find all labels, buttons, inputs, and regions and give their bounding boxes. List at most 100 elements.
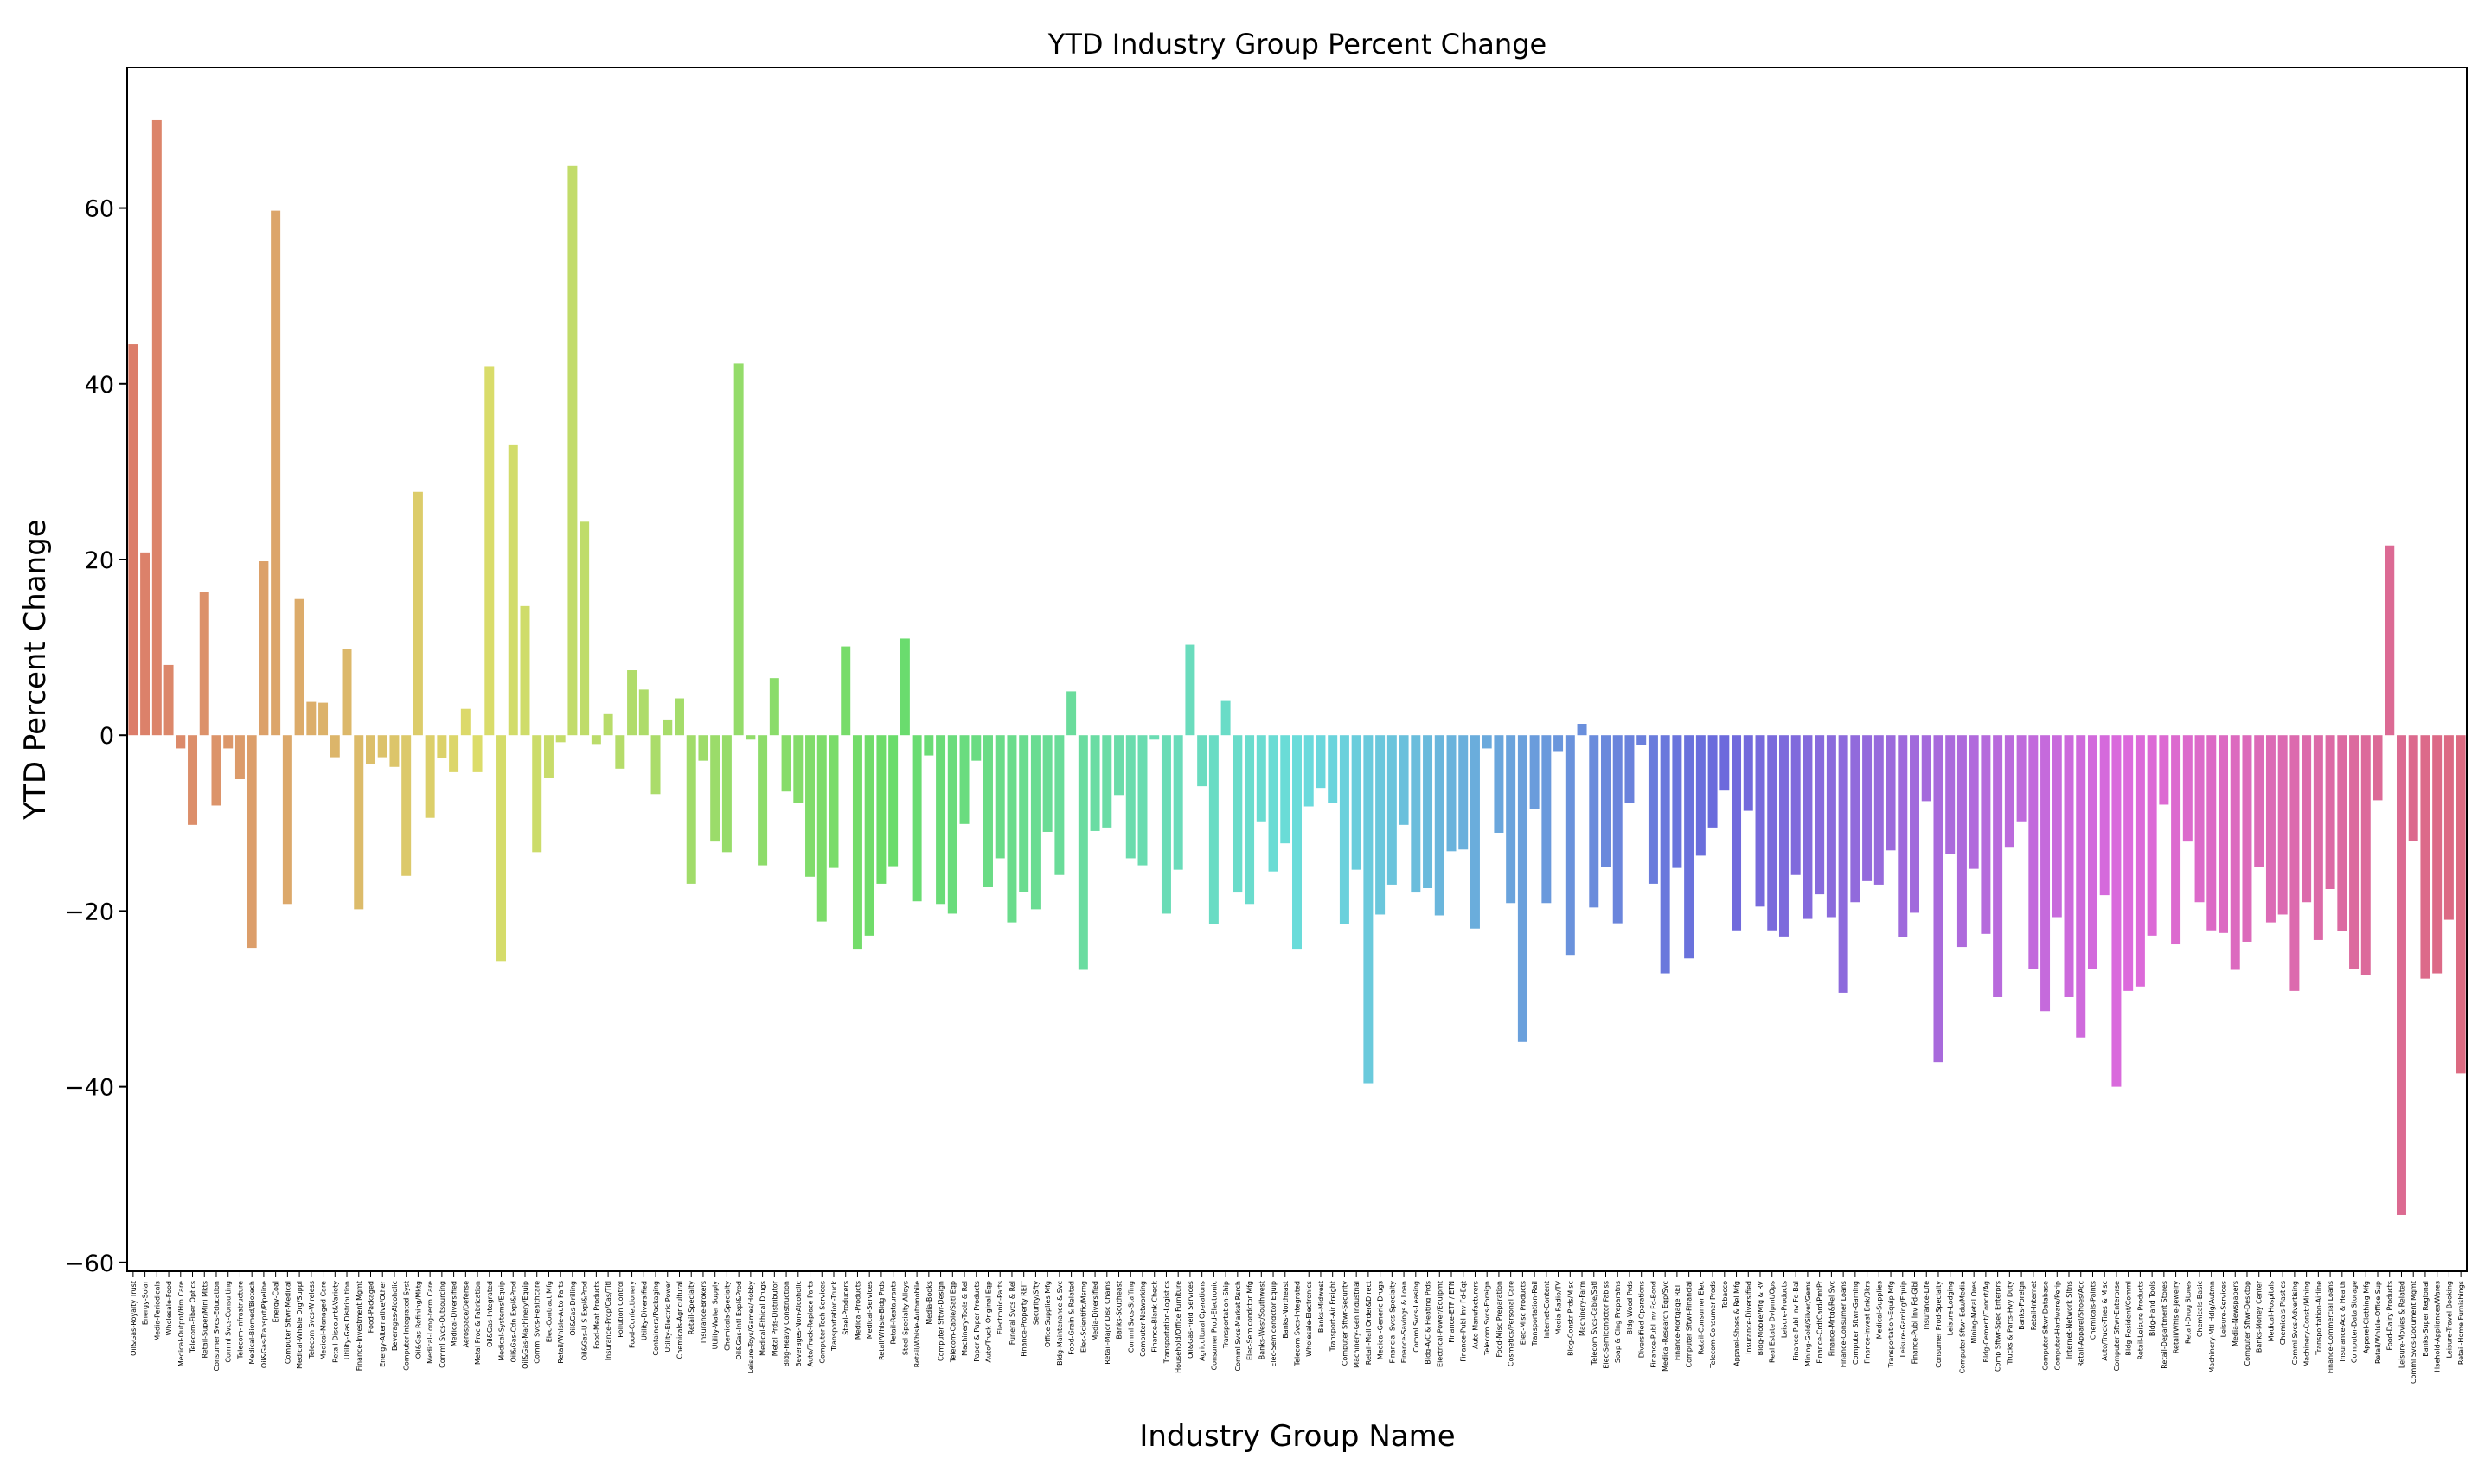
x-tick-label: Bldg-Constr Prds/Misc: [1566, 1281, 1574, 1356]
x-tick-label: Transportation-Airline: [2315, 1281, 2322, 1356]
x-tick-label: Insurance-Life: [1923, 1281, 1931, 1330]
y-tick-label: −40: [65, 1075, 114, 1102]
bar: [2302, 735, 2312, 903]
bar: [1197, 735, 1207, 787]
bar: [1719, 735, 1730, 791]
x-tick-label: Insurance-Brokers: [700, 1281, 708, 1343]
bar: [876, 735, 887, 884]
x-tick-label: Leisure-Lodging: [1947, 1281, 1955, 1335]
x-tick-label: Electronic-Parts: [996, 1281, 1004, 1334]
bar: [758, 735, 768, 866]
bar: [1292, 735, 1302, 950]
bar: [425, 735, 435, 818]
bar: [1767, 735, 1777, 931]
bar: [449, 735, 459, 772]
bar: [1826, 735, 1836, 918]
bar: [959, 735, 970, 824]
bar: [532, 735, 542, 853]
x-tick-label: Retail/Whlsle-Auto Parts: [557, 1281, 565, 1364]
x-tick-label: Transportation-Equip Mfg: [1887, 1281, 1895, 1369]
bar: [1125, 735, 1136, 859]
bar: [151, 119, 162, 736]
x-tick-label: Medical-Research Eqp/Svc: [1662, 1281, 1669, 1372]
x-tick-label: Diversified Operations: [1638, 1281, 1646, 1358]
x-tick-label: Telecom Svcs-Wireless: [308, 1281, 316, 1359]
x-tick-label: Chemicals-Specialty: [723, 1281, 731, 1351]
x-tick-label: Auto/Truck-Original Eqp: [984, 1281, 992, 1363]
bar: [888, 735, 899, 867]
bar: [971, 735, 982, 761]
bar: [1981, 735, 1991, 934]
bar: [2194, 735, 2205, 903]
x-tick-label: Telecom-Cable/Satl Eqp: [949, 1281, 957, 1363]
bar: [377, 735, 387, 758]
x-tick-label: Oil&Gas-Royalty Trust: [130, 1281, 138, 1356]
bar: [2289, 735, 2300, 991]
x-tick-label: Household/Office Furniture: [1175, 1281, 1182, 1373]
x-tick-label: Machinery-Mtl Hdlg/Autmn: [2208, 1281, 2216, 1373]
bar: [496, 735, 507, 962]
bar: [2254, 735, 2264, 867]
bar: [1910, 735, 1919, 913]
x-tick-label: Retail-Apparel/Shoes/Acc: [2078, 1281, 2085, 1367]
bar: [1386, 735, 1397, 885]
x-tick-label: Food-Misc Preparation: [1495, 1281, 1503, 1358]
bar: [1553, 735, 1564, 752]
bar: [2064, 735, 2074, 997]
bar: [271, 210, 281, 736]
x-tick-label: Trucks & Parts-Hvy Duty: [2006, 1281, 2014, 1366]
bar: [1850, 735, 1860, 903]
x-tick-label: Medical-Services: [866, 1281, 874, 1339]
x-tick-label: Leisure-Services: [2220, 1281, 2228, 1337]
bar: [2016, 735, 2027, 822]
x-tick-label: Finance-Property REIT: [1021, 1281, 1028, 1357]
bar: [1090, 735, 1100, 831]
x-tick-label: Banks-Midwest: [1317, 1281, 1325, 1333]
bar: [603, 713, 613, 736]
x-tick-label: Medical-Biomed/Biotech: [248, 1281, 256, 1364]
bar: [437, 735, 447, 758]
x-tick-label: Transport-Air Freight: [1329, 1281, 1337, 1352]
x-tick-label: Real Estate Dvlpmt/Ops: [1769, 1281, 1777, 1363]
bar: [520, 605, 530, 736]
bar: [211, 735, 221, 806]
bar: [567, 165, 578, 736]
bar: [1862, 735, 1873, 881]
bar: [2420, 735, 2430, 979]
x-tick-label: Retail-Department Stores: [2161, 1281, 2168, 1369]
bar: [663, 719, 673, 736]
bar: [1434, 735, 1444, 916]
bar: [247, 735, 257, 949]
x-tick-label: Tobacco: [1721, 1281, 1729, 1309]
x-tick-label: Hsehold-Appliances/Wares: [2434, 1281, 2442, 1372]
x-tick-label: Auto Manufacturers: [1471, 1281, 1479, 1349]
x-tick-label: Steel-Specialty Alloys: [901, 1281, 909, 1355]
x-tick-label: Telecom Svcs-Foreign: [1483, 1281, 1491, 1356]
bar: [2408, 735, 2418, 841]
x-tick-label: Telecom Svcs-Cable/Satl: [1591, 1281, 1598, 1366]
x-tick-label: Transportation-Rail: [1531, 1281, 1539, 1346]
bar: [2076, 735, 2086, 1038]
x-tick-label: Bldg-Mobile/Mfg & RV: [1757, 1280, 1764, 1355]
x-tick-label: Computer Sftwr-Edu/Media: [1958, 1281, 1966, 1373]
bar: [1030, 735, 1041, 910]
y-tick-label: 0: [99, 723, 114, 750]
x-tick-label: Retail-Mail Order&Direct: [1365, 1281, 1373, 1365]
bar: [2099, 735, 2110, 896]
x-tick-label: Wholesale-Food: [165, 1281, 173, 1335]
x-tick-label: Computer Sftwr-Security: [1341, 1281, 1348, 1366]
x-tick-label: Insurance-Prop/Cas/Titl: [605, 1281, 612, 1360]
x-tick-label: Leisure-Products: [1780, 1281, 1788, 1338]
bar: [342, 649, 352, 736]
bar: [2385, 545, 2395, 736]
x-tick-label: Retail-Specialty: [688, 1281, 695, 1334]
bar: [924, 735, 934, 756]
x-tick-label: Computer-Integrated Syst: [403, 1281, 411, 1371]
bar: [1743, 735, 1753, 811]
x-tick-label: Elec-Semicondctor Fablss: [1603, 1281, 1611, 1369]
bar: [1482, 735, 1492, 749]
x-tick-label: Medical-Long-term Care: [426, 1281, 434, 1364]
chart-title: YTD Industry Group Percent Change: [1047, 28, 1546, 61]
x-tick-label: Finance-Mortgage REIT: [1674, 1281, 1681, 1360]
x-tick-label: Bldg-Cement/Concrt/Ag: [1982, 1281, 1990, 1363]
